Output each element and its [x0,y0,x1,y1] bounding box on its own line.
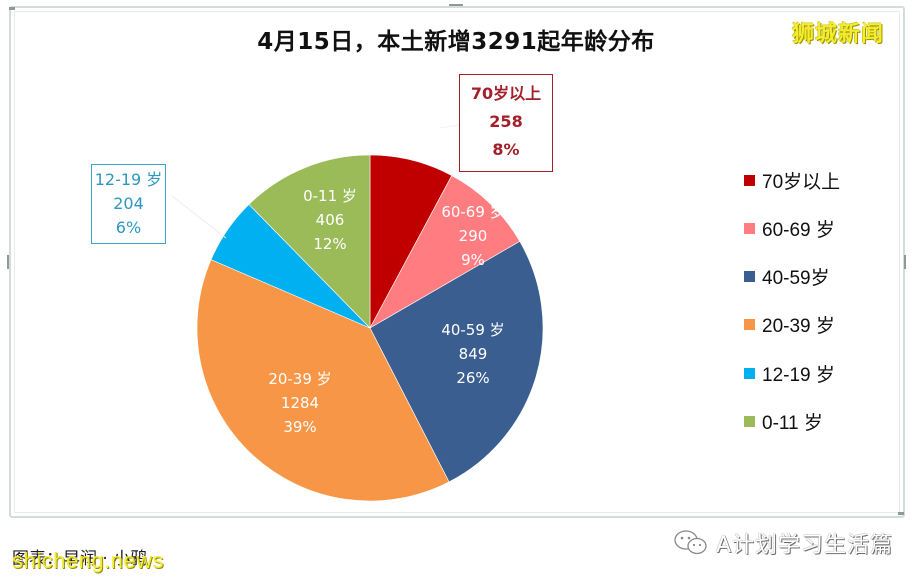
data-label-percent: 6% [115,218,142,237]
data-label-percent: 26% [456,369,490,387]
wechat-account-watermark: A计划学习生活篇 [672,527,893,559]
leader-line-70plus [439,124,460,129]
data-label-value: 258 [489,112,523,131]
data-label-0-11: 0-11 岁 406 12% [275,184,385,256]
legend-label: 12-19 岁 [762,364,835,386]
legend-item-0-11: 0-11 岁 [744,409,823,434]
legend-swatch [744,222,755,234]
resize-handle-left[interactable] [7,255,9,269]
data-label-60-69: 60-69 岁 290 9% [418,200,528,272]
data-label-category: 40-59 岁 [441,321,505,339]
slice-20-39 [196,259,450,502]
legend-item-70plus: 70岁以上 [744,168,841,193]
wechat-icon [674,530,707,555]
resize-handle-right[interactable] [904,255,906,269]
resize-handle-top[interactable] [449,4,463,6]
data-label-value: 204 [113,194,144,213]
data-label-percent: 9% [461,251,485,269]
data-label-category: 70岁以上 [470,84,542,103]
legend-item-12-19: 12-19 岁 [744,361,835,386]
legend-item-20-39: 20-39 岁 [744,312,835,337]
data-label-percent: 12% [313,235,347,253]
legend-swatch [744,270,755,282]
legend-swatch [744,415,755,427]
data-label-value: 1284 [280,394,320,412]
legend-label: 0-11 岁 [762,412,823,434]
data-label-category: 20-39 岁 [268,370,332,388]
slice-0-11 [248,154,371,329]
legend-label: 60-69 岁 [762,219,835,241]
legend-label: 40-59岁 [762,267,830,289]
chart-credit-caption: 图表：早润 · 小鸦 [12,549,148,569]
data-label-70plus: 70岁以上 258 8% [459,74,553,172]
legend-swatch [744,367,755,379]
legend-item-40-59: 40-59岁 [744,264,830,289]
brand-logo-text: 狮城新闻 [792,22,885,47]
chart-title: 4月15日，本土新增3291起年龄分布 [257,29,655,55]
data-label-category: 12-19 岁 [94,170,163,189]
slice-40-59 [369,240,544,483]
data-label-value: 849 [458,345,488,363]
legend-swatch [744,318,755,330]
data-label-value: 406 [315,211,345,229]
data-label-20-39: 20-39 岁 1284 39% [245,367,355,439]
legend-swatch [744,174,755,186]
slice-60-69 [369,175,521,329]
pie-slices [196,154,544,502]
data-label-percent: 39% [283,418,317,436]
legend-item-60-69: 60-69 岁 [744,216,835,241]
data-label-40-59: 40-59 岁 849 26% [418,318,528,390]
data-label-value: 290 [458,227,488,245]
legend-label: 70岁以上 [762,171,841,193]
wechat-account-name: A计划学习生活篇 [716,533,894,558]
chart-plot-border [14,11,900,513]
data-label-category: 60-69 岁 [441,203,505,221]
resize-handle-bottom-right[interactable] [898,512,904,515]
leader-line-12-19 [171,195,227,239]
legend-label: 20-39 岁 [762,315,835,337]
data-label-category: 0-11 岁 [303,187,357,205]
data-label-12-19: 12-19 岁 204 6% [91,164,166,244]
data-label-percent: 8% [492,140,520,159]
site-watermark: shicheng.news [12,548,165,573]
resize-handle-top-left[interactable] [9,7,15,10]
